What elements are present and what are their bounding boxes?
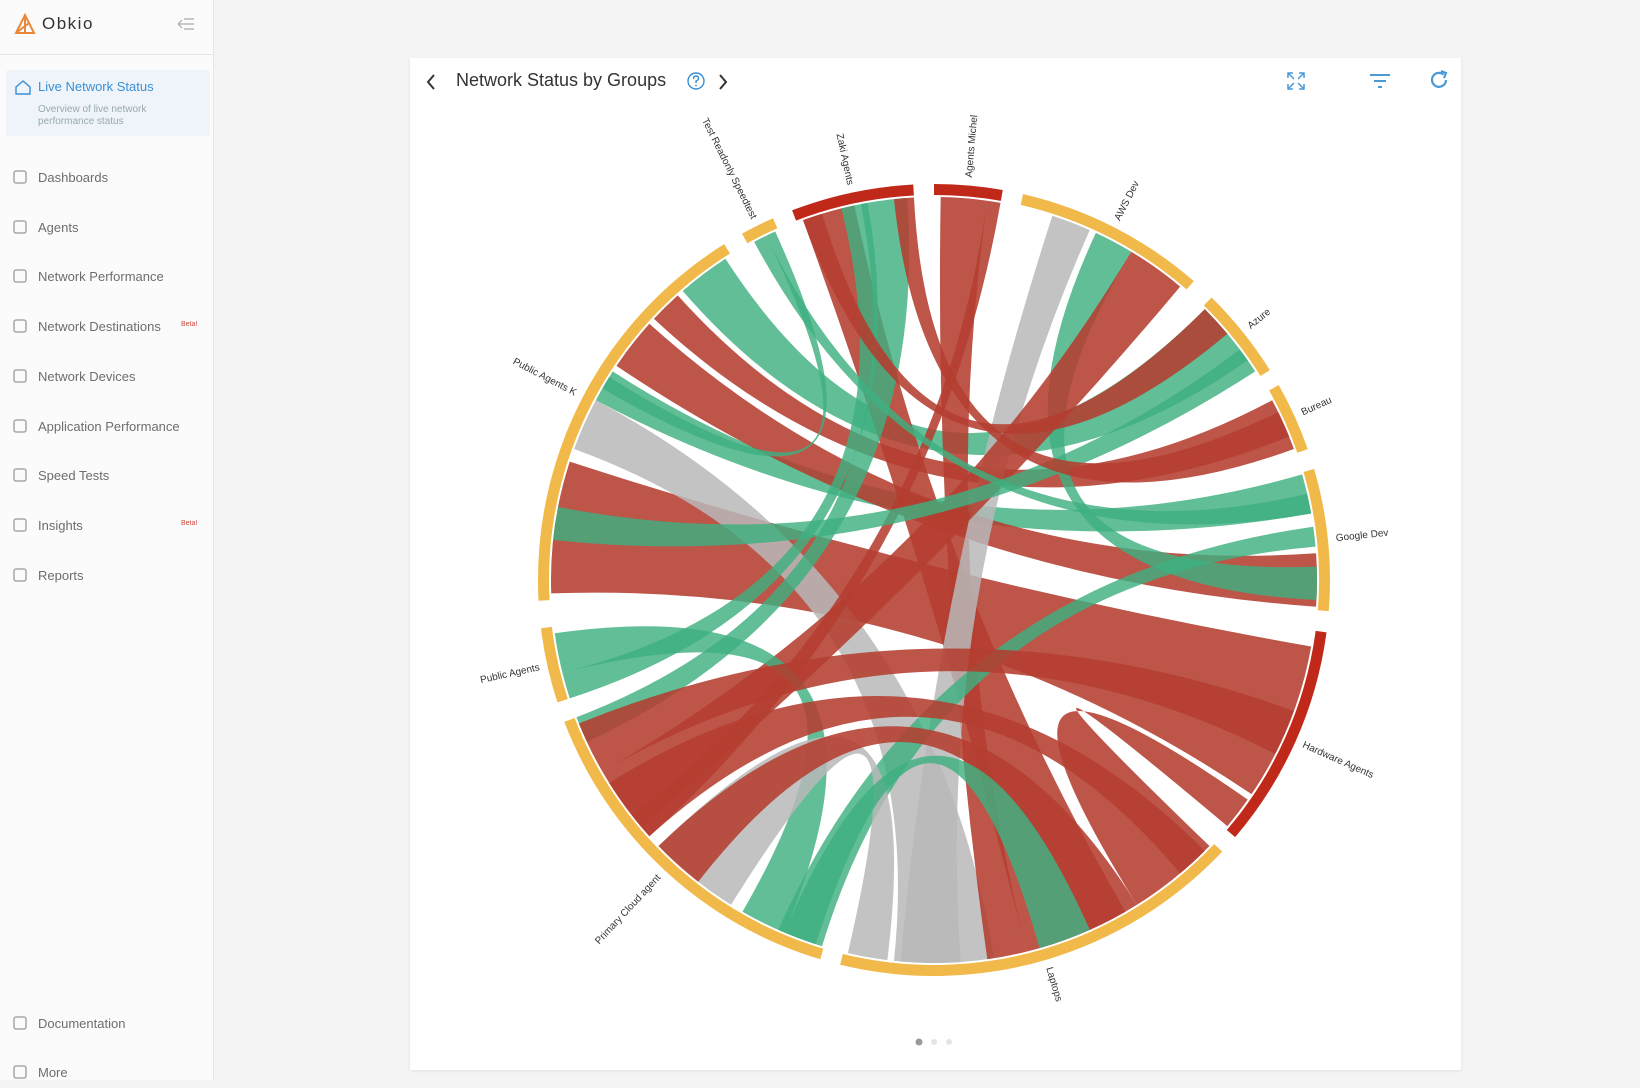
filter-button[interactable]: [1368, 70, 1392, 92]
chord-ribbon: [939, 197, 1027, 960]
nav-item[interactable]: Network Destinations Beta!: [0, 312, 213, 342]
chord-ribbon: [554, 626, 827, 933]
nav-label: Documentation: [38, 1016, 126, 1031]
nav-item[interactable]: Application Performance: [0, 412, 213, 442]
chord-ribbon: [784, 755, 1090, 949]
fullscreen-button[interactable]: [1285, 70, 1307, 92]
group-label: Zaki Agents: [834, 133, 856, 186]
chord-ribbon: [578, 648, 1294, 772]
group-label: Public Agents: [479, 662, 541, 686]
nav-icon: [13, 369, 27, 383]
home-icon: [15, 80, 31, 95]
nav-item[interactable]: Reports: [0, 561, 213, 591]
group-arc: [792, 184, 914, 221]
nav-label: Agents: [38, 219, 79, 235]
sidebar: Obkio Live Network Status Overview of li…: [0, 0, 214, 1080]
nav-icon: [13, 518, 27, 532]
nav-item[interactable]: Dashboards: [0, 163, 213, 193]
group-label: Agents Michel: [964, 114, 980, 178]
group-arc: [540, 626, 568, 703]
chord-diagram: Test Readonly Speedtest Zaki Agents Agents…: [479, 114, 1389, 1003]
panel-title: Network Status by Groups: [456, 70, 667, 90]
help-icon[interactable]: [686, 71, 706, 91]
nav-label: Network Devices: [38, 368, 136, 384]
chord-ribbon: [653, 295, 1290, 488]
group-label: Test Readonly Speedtest: [699, 117, 759, 222]
nav-label: Network Destinations: [38, 319, 161, 335]
nav-label: Application Performance: [38, 418, 180, 434]
nav-icon: [13, 418, 27, 433]
prev-button[interactable]: [424, 72, 438, 92]
collapse-icon[interactable]: [176, 17, 196, 31]
group-label: Laptops: [1043, 966, 1064, 1003]
brand: Obkio: [42, 14, 94, 33]
chord-ribbon: [551, 461, 1312, 795]
nav-icon: [13, 1065, 27, 1079]
group-arc: [1203, 297, 1270, 376]
group-arc: [538, 244, 730, 601]
panel: Network Status by Groups Test Readonly S…: [410, 58, 1461, 1070]
active-nav-item[interactable]: Live Network Status Overview of live net…: [6, 70, 210, 136]
chord-ribbon: [553, 349, 1256, 547]
nav-item[interactable]: Insights Beta!: [0, 511, 213, 541]
nav-item[interactable]: Speed Tests: [0, 461, 213, 491]
next-button[interactable]: [716, 72, 730, 92]
nav-label: Dashboards: [38, 170, 109, 185]
nav-item[interactable]: Documentation: [0, 1009, 213, 1039]
nav-icon: [13, 319, 27, 333]
beta-badge: Beta!: [181, 519, 198, 527]
nav-icon: [13, 468, 27, 482]
nav-item[interactable]: Agents: [0, 213, 213, 243]
group-arc: [934, 184, 1003, 201]
nav-icon: [13, 567, 27, 582]
group-label: Public Agents K: [511, 356, 579, 398]
group-label: Google Dev: [1335, 528, 1389, 544]
nav-label: Insights: [38, 517, 83, 533]
group-label: Primary Cloud agent: [593, 872, 663, 946]
chord-ribbon: [658, 726, 1137, 930]
group-label: AWS Dev: [1113, 179, 1142, 222]
group-arc: [840, 844, 1223, 976]
chord-ribbon: [609, 696, 1205, 874]
nav-icon: [13, 170, 27, 184]
chord-ribbon: [900, 215, 1090, 963]
pagination-dots: [915, 1038, 952, 1046]
nav-label: More: [38, 1065, 68, 1080]
group-arc: [1269, 385, 1308, 453]
divider: [0, 54, 213, 55]
nav-label: Speed Tests: [38, 468, 110, 484]
nav-item[interactable]: More: [0, 1058, 213, 1088]
group-arc: [1226, 630, 1327, 838]
chord-ribbon: [893, 197, 1294, 483]
beta-badge: Beta!: [181, 321, 198, 329]
group-arc: [1303, 468, 1330, 612]
group-label: Hardware Agents: [1301, 740, 1376, 781]
nav-item[interactable]: Network Performance: [0, 262, 213, 292]
nav-icon: [13, 1016, 27, 1030]
group-label: Azure: [1246, 306, 1274, 331]
active-description: Overview of live network performance sta…: [38, 104, 147, 127]
chord-ribbon: [576, 197, 910, 742]
nav-label: Reports: [38, 567, 84, 583]
group-arc: [1020, 194, 1194, 290]
nav-icon: [13, 220, 27, 234]
logo: [14, 13, 36, 34]
nav-label: Network Performance: [38, 269, 164, 285]
nav-item[interactable]: Network Devices: [0, 362, 213, 392]
chord-ribbon: [778, 526, 1316, 947]
refresh-button[interactable]: [1427, 68, 1451, 92]
group-label: Bureau: [1300, 395, 1334, 418]
active-label: Live Network Status: [38, 79, 154, 94]
group-arc: [742, 218, 778, 244]
nav-icon: [13, 269, 27, 284]
